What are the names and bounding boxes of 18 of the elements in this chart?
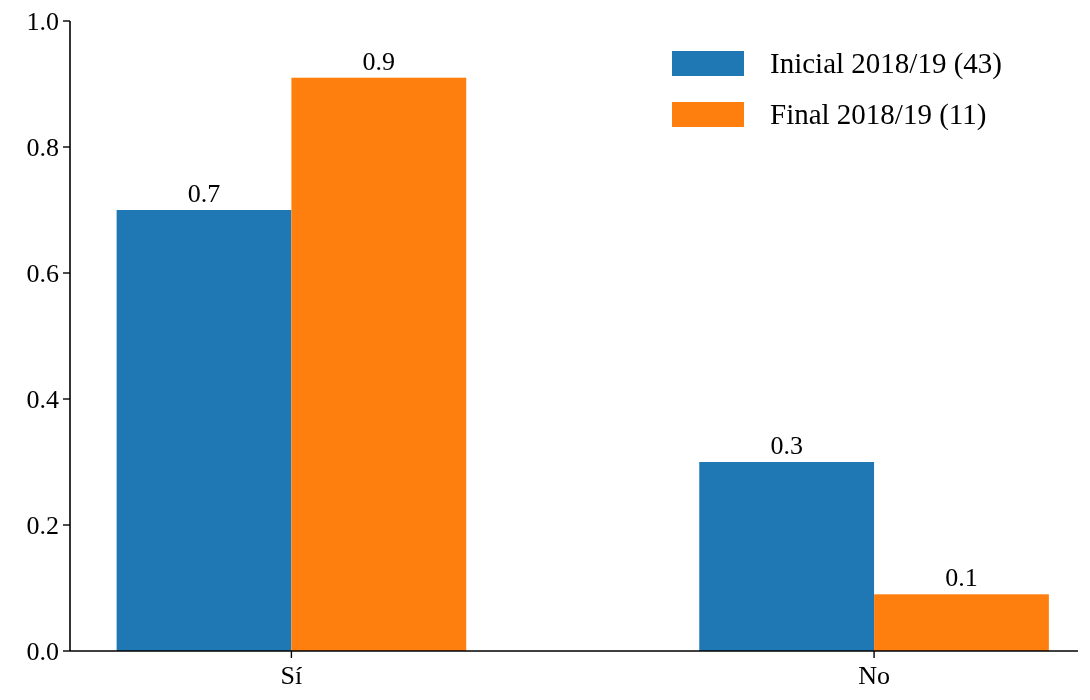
y-tick-label: 1.0 (26, 7, 59, 37)
y-tick-label: 0.2 (26, 511, 59, 541)
data-label: 0.7 (187, 179, 221, 208)
bar (874, 594, 1049, 651)
bar (699, 462, 875, 651)
x-tick-label: Sí (280, 661, 303, 690)
bar (116, 210, 292, 651)
y-tick-label: 0.8 (26, 133, 59, 163)
data-label: 0.9 (362, 46, 396, 76)
legend-label: Final 2018/19 (11) (770, 98, 987, 131)
x-tick-label: No (858, 661, 890, 690)
bar (291, 77, 467, 651)
y-tick-label: 0.4 (26, 385, 59, 415)
y-tick-label: 0.6 (26, 259, 59, 289)
data-label: 0.1 (945, 563, 978, 593)
y-tick-label: 0.0 (26, 637, 59, 667)
legend-label: Inicial 2018/19 (43) (770, 47, 1002, 80)
data-label: 0.3 (770, 431, 803, 460)
